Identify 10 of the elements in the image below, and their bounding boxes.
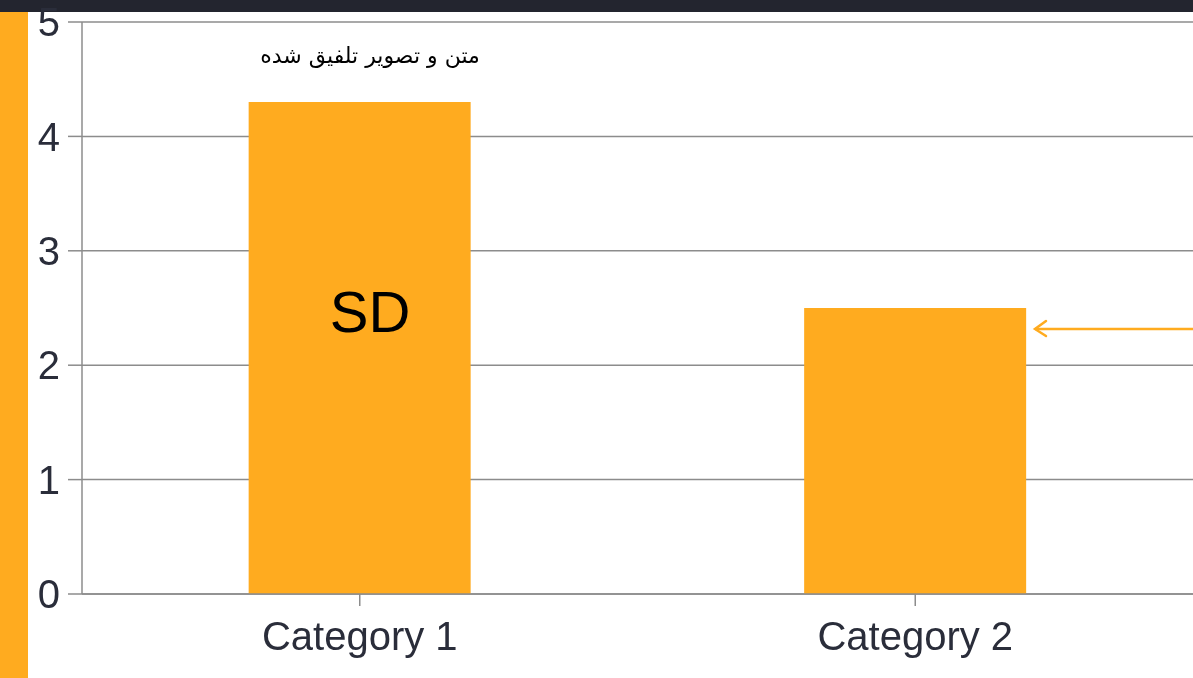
y-tick-label: 4: [37, 114, 60, 159]
x-tick-label: Category 1: [261, 614, 458, 659]
annotation: متن و تصویر تلفیق شده: [259, 43, 481, 69]
y-tick-label: 3: [37, 229, 60, 273]
annotation: SD: [328, 279, 412, 344]
x-tick-label: Category 2: [817, 614, 1014, 659]
y-tick-label: 2: [37, 343, 60, 388]
y-tick-label: 1: [37, 457, 60, 502]
y-tick-label: 0: [37, 572, 60, 617]
y-tick-label: 5: [37, 0, 60, 45]
